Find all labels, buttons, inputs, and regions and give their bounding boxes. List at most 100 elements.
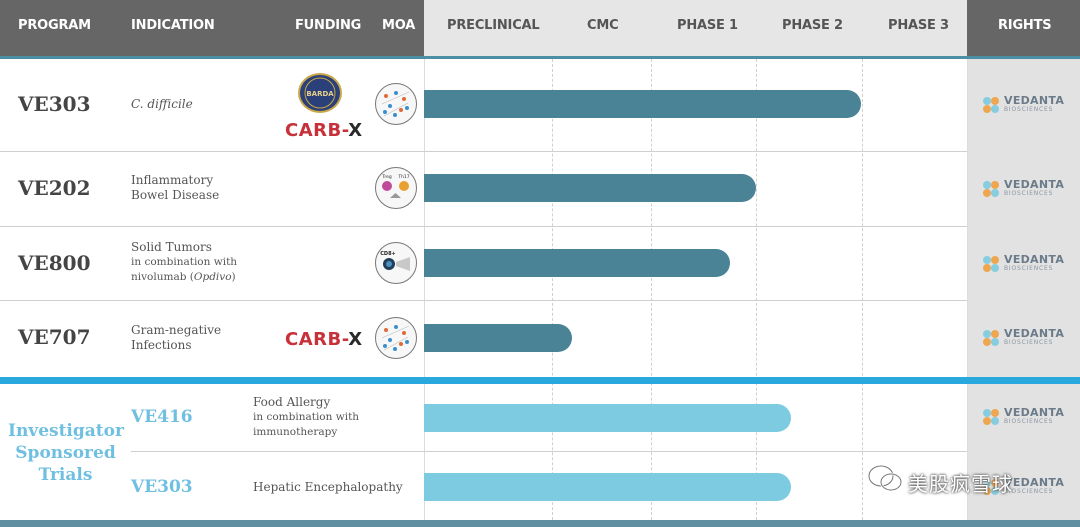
wechat-icon	[867, 464, 903, 492]
barda-text: BARDA	[306, 90, 334, 98]
row-separator	[131, 451, 967, 452]
rights-logo-ve303-ist: VEDANTA BIOSCIENCES	[980, 476, 1070, 498]
indication-line: Gram-negative	[131, 323, 222, 337]
program-ve800: VE800	[18, 251, 91, 275]
treg-th17-balance-icon: Treg Th17	[381, 174, 410, 198]
treg-label: Treg	[381, 174, 392, 180]
rights-name: VEDANTA	[1004, 178, 1065, 191]
grid-line-cmc	[552, 59, 553, 525]
rights-sub: BIOSCIENCES	[1004, 265, 1054, 272]
header-rights-band	[967, 0, 1080, 56]
cd8-tcell-icon: CD8+	[380, 251, 410, 271]
row-separator	[0, 300, 967, 301]
rights-sub: BIOSCIENCES	[1004, 106, 1054, 113]
rights-logo-ve707: VEDANTA BIOSCIENCES	[980, 327, 1070, 349]
progress-bar-ve303	[424, 90, 861, 118]
grid-line-phase1	[651, 59, 652, 525]
bottom-rule	[0, 520, 1080, 527]
vedanta-logo-icon	[983, 181, 999, 197]
vedanta-logo-icon	[983, 256, 999, 272]
indication-line: Bowel Disease	[131, 188, 220, 202]
header-indication: INDICATION	[131, 18, 215, 33]
rights-sub: BIOSCIENCES	[1004, 339, 1054, 346]
header-phase-band	[424, 0, 967, 56]
vedanta-logo-icon	[983, 479, 999, 495]
investigator-section-rule	[0, 377, 1080, 384]
vedanta-logo-icon	[983, 409, 999, 425]
rights-sub: BIOSCIENCES	[1004, 190, 1054, 197]
program-ve202: VE202	[18, 176, 91, 200]
drug-brand-name: Opdivo	[193, 271, 232, 283]
rights-sub: BIOSCIENCES	[1004, 488, 1054, 495]
grid-line-phase2	[756, 59, 757, 525]
header-preclinical: PRECLINICAL	[447, 18, 540, 33]
indication-line: Infections	[131, 338, 192, 352]
header-program: PROGRAM	[18, 18, 91, 33]
barda-seal-icon: BARDA	[304, 77, 336, 109]
indication-text: nivolumab (	[131, 271, 194, 283]
rights-logo-ve800: VEDANTA BIOSCIENCES	[980, 253, 1070, 275]
moa-icon-ve202: Treg Th17	[375, 167, 417, 209]
grid-line-phase3	[862, 59, 863, 525]
watermark-text: 美股疯雪球	[908, 472, 1013, 496]
row-separator	[0, 226, 967, 227]
label-line: Investigator	[8, 421, 124, 441]
program-ve303: VE303	[18, 92, 91, 116]
moa-icon-ve303	[375, 83, 417, 125]
rights-name: VEDANTA	[1004, 476, 1065, 489]
barda-logo: BARDA	[298, 73, 342, 113]
indication-line: nivolumab (Opdivo)	[131, 270, 237, 285]
grid-line-rights	[967, 59, 968, 525]
rights-name: VEDANTA	[1004, 94, 1065, 107]
row-separator	[0, 151, 967, 152]
carbx-logo-ve303: CARB-X	[285, 120, 363, 141]
indication-line: immunotherapy	[253, 426, 338, 438]
indication-line: Inflammatory	[131, 173, 214, 187]
carbx-logo-ve707: CARB-X	[285, 329, 363, 350]
rights-logo-ve303: VEDANTA BIOSCIENCES	[980, 94, 1070, 116]
indication-line: in combination with	[253, 411, 360, 423]
rights-column-bg	[967, 59, 1080, 525]
moa-icon-ve707	[375, 317, 417, 359]
header-left-band	[0, 0, 424, 56]
pipeline-header: PROGRAM INDICATION FUNDING MOA PRECLINIC…	[0, 0, 1080, 56]
rights-logo-ve416: VEDANTA BIOSCIENCES	[980, 406, 1070, 428]
grid-line-preclinical	[424, 59, 425, 525]
header-phase-2: PHASE 2	[782, 18, 843, 33]
header-rights: RIGHTS	[998, 18, 1052, 33]
header-phase-1: PHASE 1	[677, 18, 738, 33]
progress-bar-ve707	[424, 324, 572, 352]
vedanta-logo-icon	[983, 330, 999, 346]
indication-ve800: Solid Tumors in combination with nivolum…	[131, 240, 237, 285]
carbx-black-part: X	[348, 120, 363, 141]
label-line: Trials	[38, 465, 93, 485]
th17-label: Th17	[397, 174, 409, 180]
program-ve707: VE707	[18, 325, 91, 349]
header-phase-3: PHASE 3	[888, 18, 949, 33]
header-cmc: CMC	[587, 18, 619, 33]
progress-bar-ve202	[424, 174, 756, 202]
investigator-sponsored-label: Investigator Sponsored Trials	[8, 420, 124, 486]
rights-logo-ve202: VEDANTA BIOSCIENCES	[980, 178, 1070, 200]
progress-bar-ve800	[424, 249, 730, 277]
indication-text: )	[231, 271, 236, 283]
vedanta-logo-icon	[983, 97, 999, 113]
carbx-black-part: X	[348, 329, 363, 350]
rights-name: VEDANTA	[1004, 327, 1065, 340]
progress-bar-ve303-ist	[424, 473, 791, 501]
moa-icon-ve800: CD8+	[375, 242, 417, 284]
indication-ve303: C. difficile	[131, 97, 193, 111]
carbx-red-part: CARB-	[285, 329, 349, 350]
indication-ve303-ist: Hepatic Encephalopathy	[253, 480, 403, 494]
indication-ve416: Food Allergy in combination with immunot…	[253, 395, 359, 440]
program-ve416: VE416	[131, 407, 193, 427]
header-funding: FUNDING	[295, 18, 362, 33]
indication-ve707: Gram-negative Infections	[131, 323, 221, 353]
header-rule	[0, 56, 1080, 59]
header-moa: MOA	[382, 18, 416, 33]
indication-line: Food Allergy	[253, 395, 331, 409]
progress-bar-ve416	[424, 404, 791, 432]
wechat-watermark: 美股疯雪球	[866, 462, 1056, 498]
bacteria-consortium-icon	[381, 325, 410, 351]
indication-ve202: Inflammatory Bowel Disease	[131, 173, 219, 203]
